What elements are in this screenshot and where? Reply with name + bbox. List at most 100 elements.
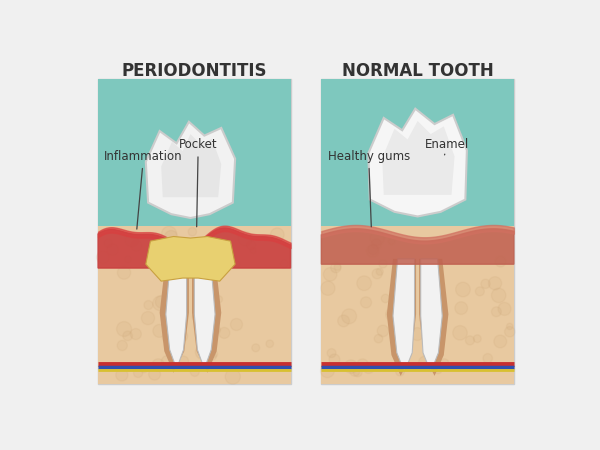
Circle shape [372,269,382,279]
Circle shape [280,260,288,268]
Polygon shape [160,259,189,373]
Circle shape [350,366,360,376]
Polygon shape [368,108,467,216]
Polygon shape [192,259,221,373]
Circle shape [491,307,501,317]
Circle shape [455,302,467,315]
Polygon shape [419,259,448,376]
Circle shape [97,251,109,264]
Polygon shape [322,229,514,264]
Circle shape [455,282,470,297]
Circle shape [118,266,131,279]
Circle shape [434,366,442,374]
Circle shape [155,296,168,308]
Circle shape [153,324,166,338]
Circle shape [323,268,337,281]
Circle shape [370,231,385,245]
Circle shape [247,241,256,250]
Circle shape [430,327,438,334]
Polygon shape [194,259,215,369]
Circle shape [453,326,467,340]
Circle shape [162,332,173,343]
Circle shape [388,238,395,245]
Circle shape [481,279,490,288]
Circle shape [123,331,133,341]
Circle shape [374,334,383,343]
Circle shape [125,256,131,263]
Polygon shape [393,259,415,372]
Circle shape [209,238,216,245]
Circle shape [149,368,160,380]
Circle shape [342,309,356,324]
Circle shape [161,226,176,241]
Circle shape [167,332,181,346]
Circle shape [142,311,155,324]
Polygon shape [146,122,235,218]
Circle shape [367,245,379,257]
Circle shape [386,307,400,322]
Circle shape [361,297,371,308]
Circle shape [488,277,502,290]
Circle shape [505,327,515,337]
Text: Inflammation: Inflammation [104,150,183,229]
Circle shape [196,344,211,360]
Polygon shape [166,259,187,369]
Text: Pocket: Pocket [179,138,218,227]
Polygon shape [421,259,442,372]
Circle shape [190,368,199,376]
Text: NORMAL TOOTH: NORMAL TOOTH [342,62,493,80]
Polygon shape [98,228,290,268]
Polygon shape [322,79,514,383]
Circle shape [131,240,142,251]
Circle shape [331,262,341,273]
Text: Enamel: Enamel [425,138,470,155]
Polygon shape [322,226,514,383]
Circle shape [321,281,335,295]
Circle shape [396,368,404,376]
Circle shape [200,259,211,269]
Circle shape [494,335,506,348]
Circle shape [389,305,404,320]
Text: Healthy gums: Healthy gums [328,150,410,227]
Circle shape [230,319,242,330]
Circle shape [334,264,341,270]
Circle shape [225,369,241,384]
Circle shape [440,359,449,368]
Circle shape [391,338,400,347]
Circle shape [182,258,190,266]
Circle shape [498,302,511,315]
Polygon shape [98,79,290,383]
Circle shape [164,230,178,243]
Circle shape [271,228,284,242]
Circle shape [419,313,433,326]
Circle shape [117,341,127,351]
Circle shape [116,322,131,337]
Text: PERIODONTITIS: PERIODONTITIS [122,62,267,80]
Circle shape [419,356,432,370]
Circle shape [379,260,387,268]
Polygon shape [146,237,235,281]
Circle shape [491,288,506,302]
Circle shape [104,239,113,248]
Circle shape [338,315,349,327]
Circle shape [196,312,202,319]
Circle shape [107,244,119,256]
Circle shape [209,352,217,360]
Circle shape [377,325,389,337]
Polygon shape [322,79,514,226]
Circle shape [144,301,153,310]
Circle shape [152,359,164,371]
Polygon shape [161,134,221,197]
Polygon shape [387,259,416,376]
Circle shape [376,268,383,275]
Circle shape [178,356,188,367]
Circle shape [483,354,493,363]
Circle shape [381,294,389,303]
Circle shape [475,287,484,296]
Circle shape [495,256,506,267]
Circle shape [506,323,513,329]
Circle shape [320,364,334,378]
Circle shape [188,228,197,236]
Circle shape [176,330,188,342]
Circle shape [233,261,240,267]
